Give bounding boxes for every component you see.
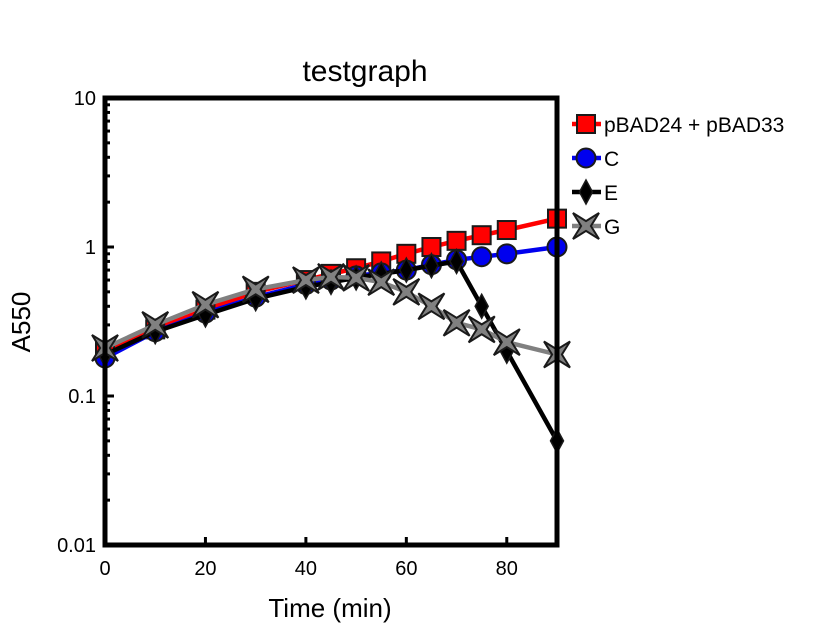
series-g [92,264,570,368]
legend-label-pbad24-pbad33: pBAD24 + pBAD33 [604,114,784,137]
x-tick-label: 40 [295,558,317,580]
y-axis-label: A550 [6,292,36,353]
x-axis-label: Time (min) [268,593,391,623]
y-tick-label: 1 [85,237,96,259]
legend-label-c: C [604,148,619,171]
legend-marker-e [580,180,593,204]
legend-entry-pbad24-pbad33: pBAD24 + pBAD33 [572,114,784,137]
legend-entry-g: G [572,213,620,239]
tick-marks: 0 20 40 60 80 0.01 0.1 1 10 [57,88,518,580]
x-tick-label: 60 [395,558,417,580]
legend-entry-c: C [572,148,619,171]
legend-marker-c [577,149,596,168]
data-point-pbad24-pbad33 [448,232,466,250]
data-point-g [469,316,495,342]
data-point-g [444,310,470,336]
legend-label-e: E [604,182,618,205]
legend-entry-e: E [572,180,618,205]
data-point-c [497,244,516,263]
legend-label-g: G [604,216,620,239]
x-tick-label: 0 [99,558,110,580]
data-point-pbad24-pbad33 [473,226,491,244]
data-point-g [418,293,444,319]
x-tick-label: 80 [496,558,518,580]
data-point-c [472,247,491,266]
data-point-pbad24-pbad33 [498,221,516,239]
legend-marker-pbad24-pbad33 [577,115,595,133]
chart-title: testgraph [302,55,427,88]
x-tick-label: 20 [194,558,216,580]
legend: pBAD24 + pBAD33 CEG [572,114,784,239]
series-c [96,238,567,368]
y-tick-label: 10 [74,88,96,110]
y-tick-label: 0.1 [68,386,96,408]
y-tick-label: 0.01 [57,535,96,557]
plot-area [92,210,570,453]
